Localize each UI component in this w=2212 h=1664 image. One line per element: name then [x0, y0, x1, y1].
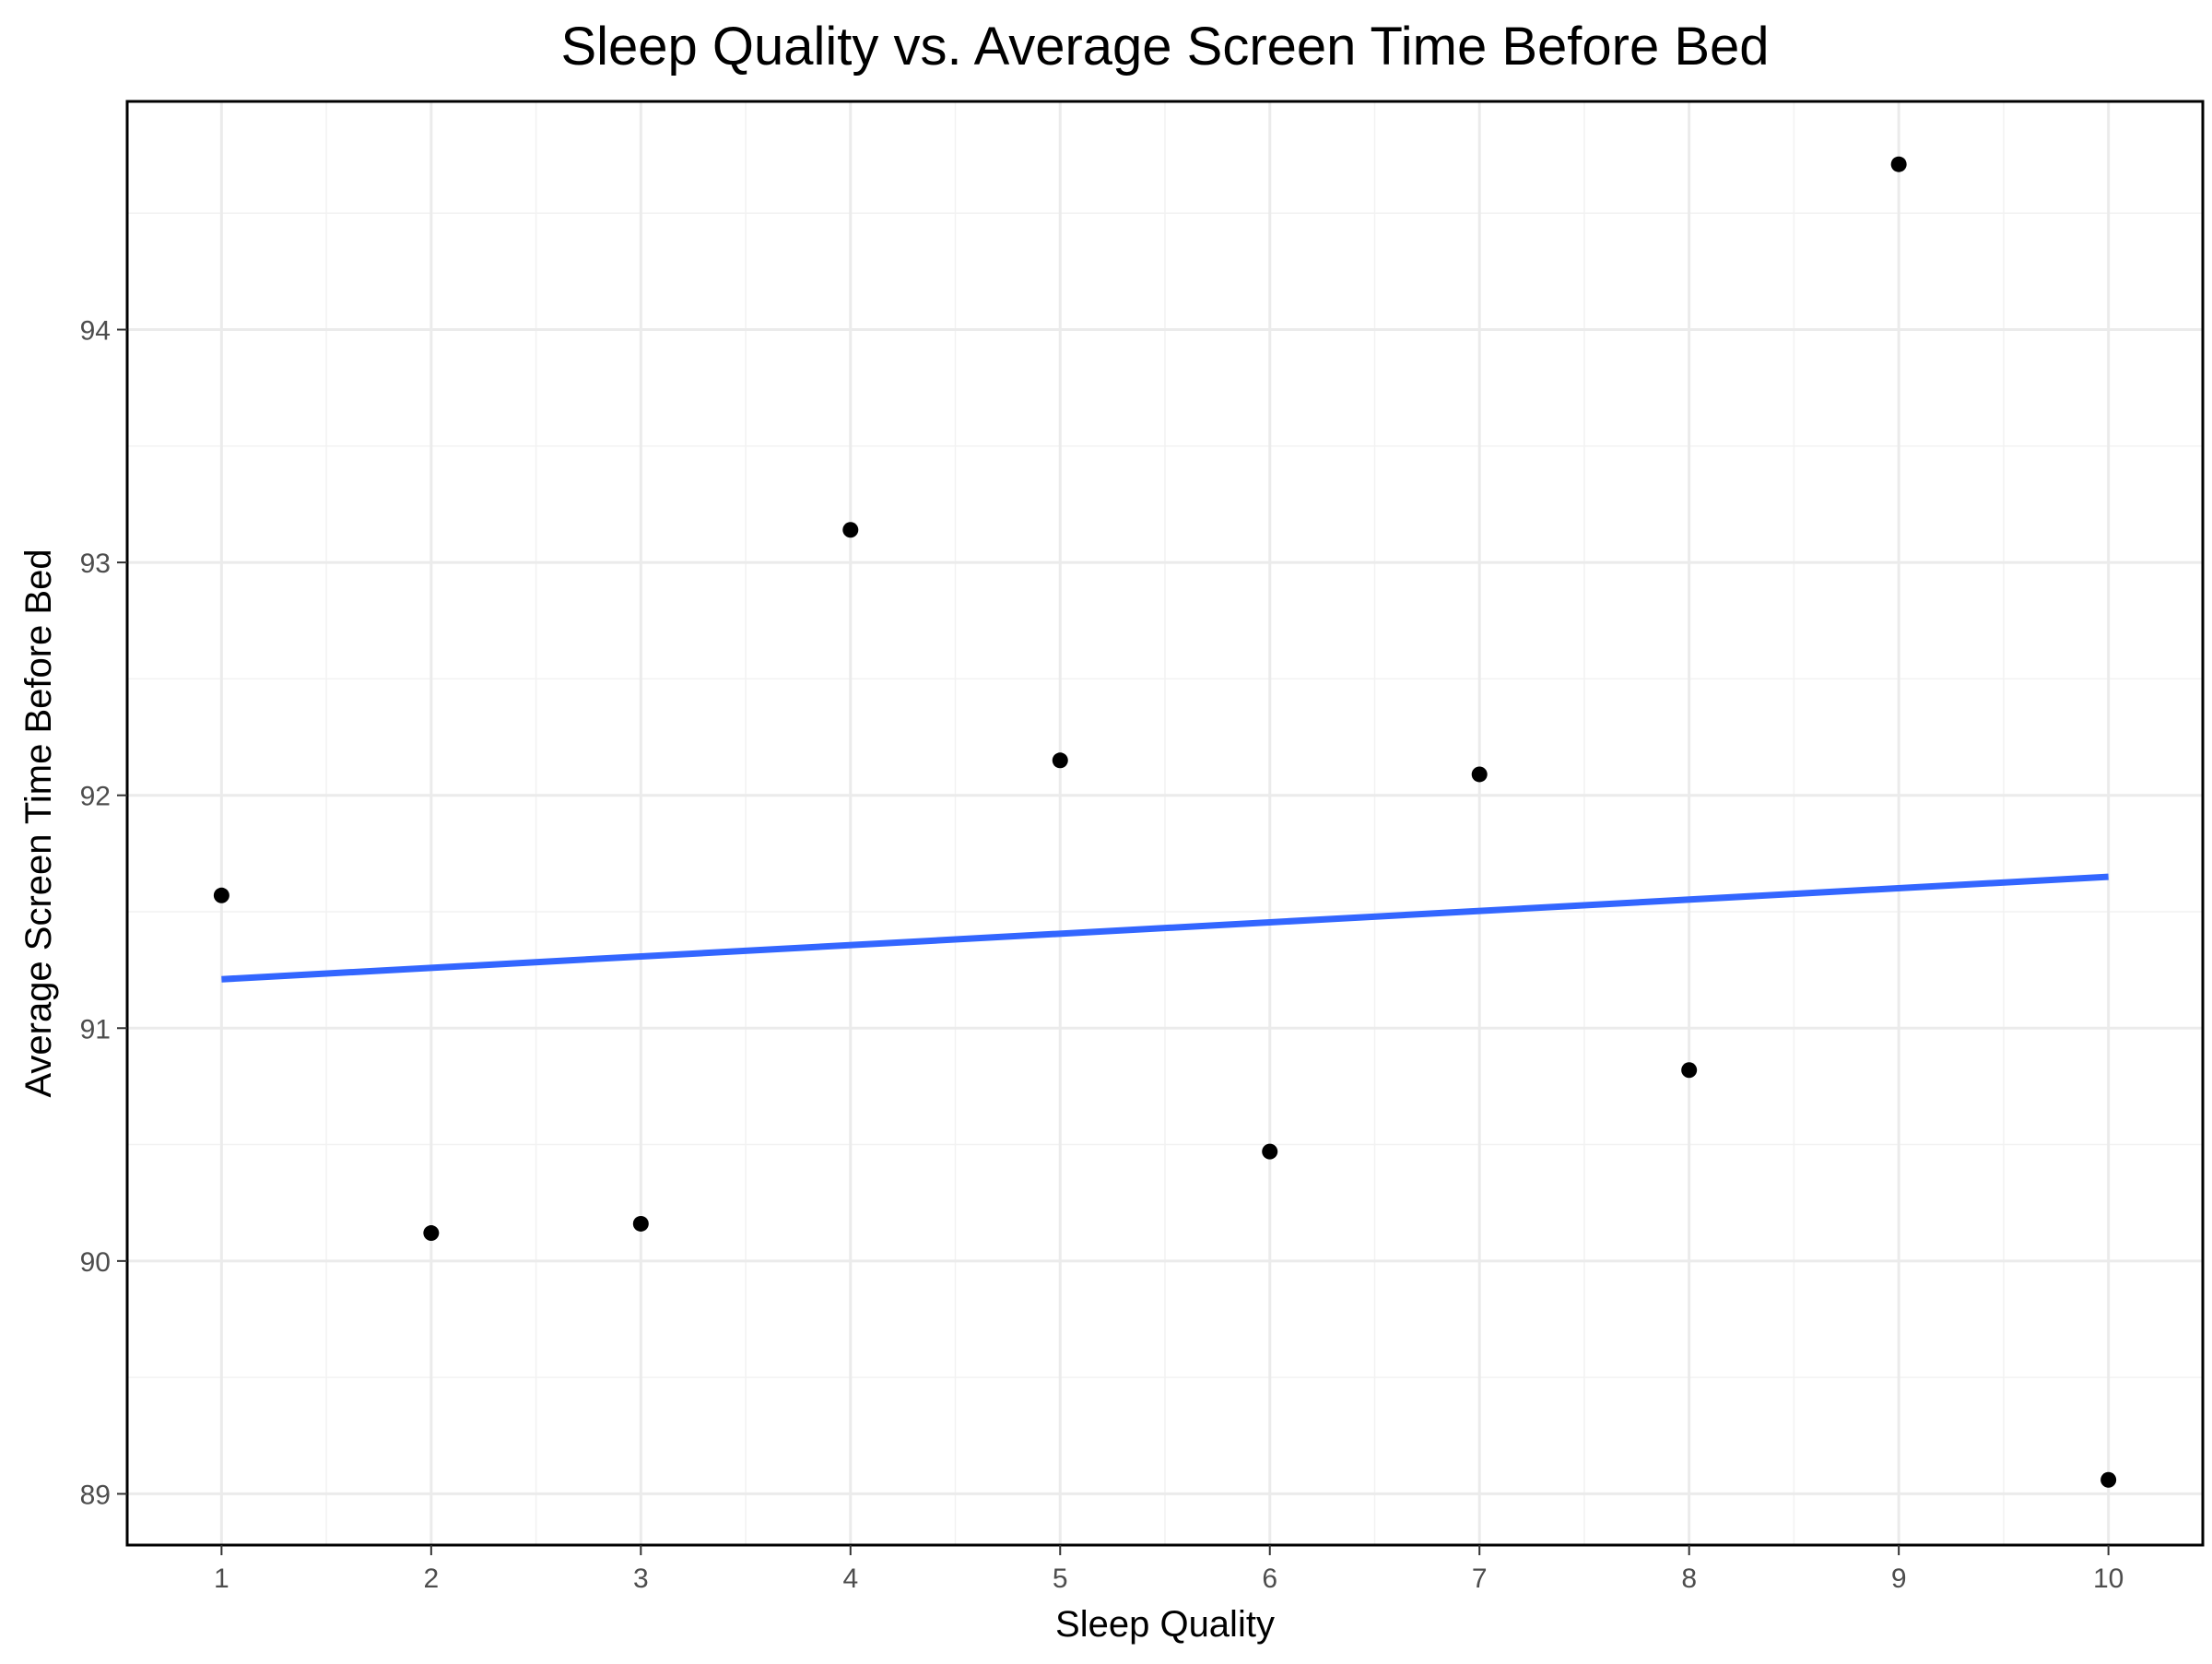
x-tick-label: 8 — [1681, 1564, 1697, 1594]
x-tick-label: 4 — [842, 1564, 858, 1594]
y-tick-label: 89 — [80, 1480, 111, 1510]
y-axis-title: Average Screen Time Before Bed — [18, 549, 59, 1097]
chart-title: Sleep Quality vs. Average Screen Time Be… — [560, 17, 1769, 77]
x-tick-label: 9 — [1891, 1564, 1907, 1594]
x-tick-label: 3 — [633, 1564, 649, 1594]
y-tick-label: 91 — [80, 1014, 111, 1044]
minor-gridlines — [127, 101, 2203, 1545]
major-gridlines — [127, 101, 2203, 1545]
y-axis-ticks: 89 90 91 92 93 94 — [80, 316, 127, 1510]
x-tick-label: 6 — [1262, 1564, 1277, 1594]
y-tick-label: 94 — [80, 316, 111, 347]
data-point — [2100, 1471, 2117, 1488]
trend-line-layer — [221, 873, 2109, 983]
y-tick-label: 92 — [80, 782, 111, 812]
data-points — [213, 156, 2117, 1488]
x-tick-label: 7 — [1472, 1564, 1488, 1594]
data-point — [213, 887, 229, 903]
y-tick-label: 93 — [80, 549, 111, 579]
data-point — [423, 1225, 440, 1242]
x-tick-label: 1 — [214, 1564, 229, 1594]
x-tick-label: 5 — [1053, 1564, 1068, 1594]
x-tick-label: 2 — [423, 1564, 439, 1594]
data-point — [1681, 1062, 1698, 1079]
x-tick-label: 10 — [2093, 1564, 2124, 1594]
data-point — [1052, 752, 1068, 769]
plot-panel-border — [125, 100, 2205, 1547]
data-point — [842, 522, 859, 538]
trend-line — [221, 873, 2109, 983]
data-point — [632, 1215, 649, 1232]
data-point — [1471, 766, 1488, 783]
x-axis-ticks: 1 2 3 4 5 6 7 8 9 10 — [214, 1545, 2124, 1594]
data-point — [1262, 1143, 1278, 1160]
data-point — [1890, 156, 1907, 172]
y-tick-label: 90 — [80, 1247, 111, 1278]
x-axis-title: Sleep Quality — [1055, 1604, 1275, 1645]
